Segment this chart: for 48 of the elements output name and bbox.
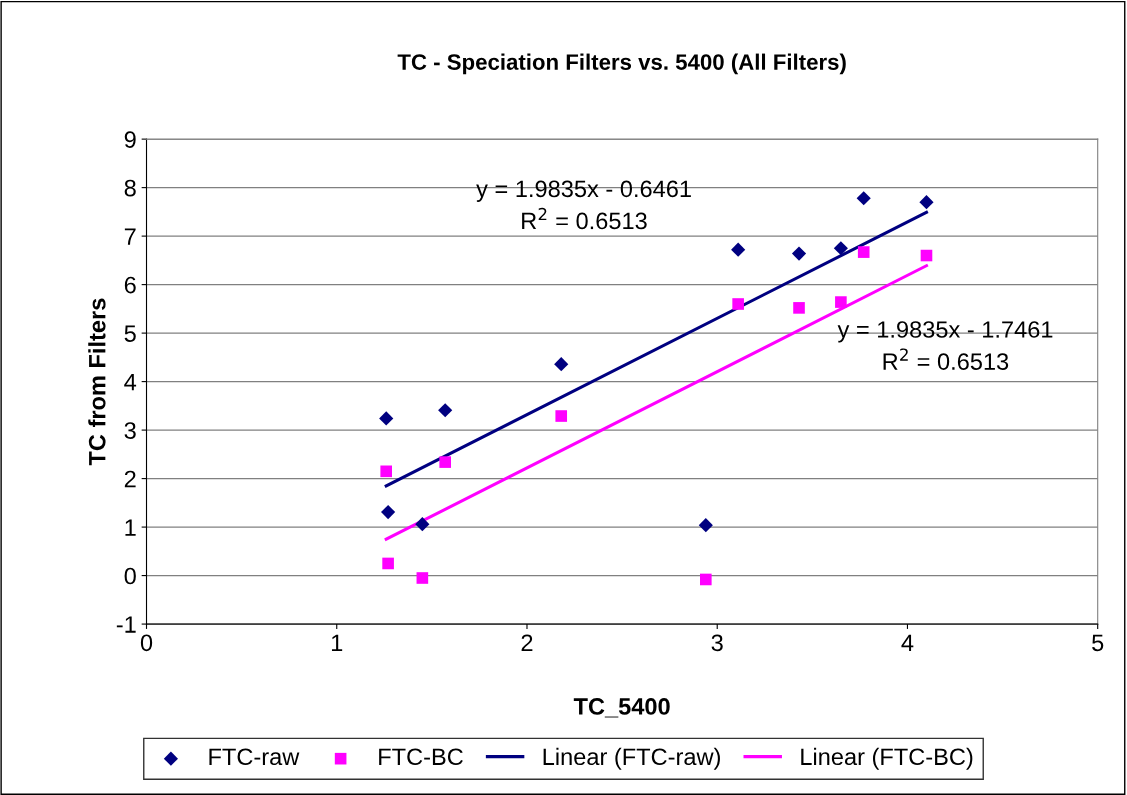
point [856, 191, 871, 206]
x-tick-label: 4 [901, 634, 914, 651]
legend-label: FTC-BC [379, 748, 463, 766]
point [732, 298, 744, 310]
point [833, 241, 848, 256]
point [380, 465, 393, 478]
y-tick-label: 4 [124, 373, 137, 391]
y-axis-title: TC from Filters [88, 298, 106, 466]
y-tick-label: -1 [116, 616, 136, 633]
y-tick-label: 2 [124, 470, 136, 488]
point [439, 456, 451, 468]
y-tick-label: 6 [124, 276, 136, 294]
x-tick-label: 2 [521, 634, 533, 651]
legend-label: FTC-raw [209, 748, 300, 766]
point [415, 517, 430, 532]
point [791, 246, 807, 261]
point [857, 246, 870, 258]
y-tick-label: 0 [124, 567, 136, 585]
point [555, 410, 568, 422]
annotation: y = 1.9835x - 0.6461 R$^{2}$ = 0.6513 [476, 180, 691, 230]
legend-label: Linear (FTC-raw) [543, 747, 720, 770]
point [731, 242, 746, 257]
point [438, 403, 453, 418]
point [793, 302, 805, 314]
x-axis-title: TC_5400 [573, 698, 670, 718]
legend-label: Linear (FTC-BC) [801, 747, 973, 770]
point [920, 249, 933, 262]
x-tick-label: 3 [711, 634, 723, 652]
x-tick-label: 1 [331, 634, 343, 651]
x-tick-label: 5 [1092, 634, 1104, 652]
y-tick-label: 1 [125, 519, 136, 536]
y-tick-label: 5 [124, 325, 136, 342]
point [835, 296, 847, 308]
y-tick-label: 3 [124, 422, 136, 439]
point [379, 411, 394, 426]
point [382, 557, 394, 570]
annotation: y = 1.9835x - 1.7461 R$^{2}$ = 0.6513 [837, 321, 1053, 370]
point [919, 195, 934, 210]
y-tick-label: 7 [124, 228, 136, 245]
y-tick-label: 9 [124, 131, 136, 148]
point [381, 504, 396, 520]
point [698, 518, 713, 533]
point [554, 357, 569, 372]
y-tick-label: 8 [124, 179, 136, 197]
x-tick-label: 0 [140, 634, 153, 652]
point [416, 572, 429, 584]
point [700, 573, 712, 586]
chart-title: TC - Speciation Filters vs. 5400 (All Filters) [397, 53, 846, 75]
